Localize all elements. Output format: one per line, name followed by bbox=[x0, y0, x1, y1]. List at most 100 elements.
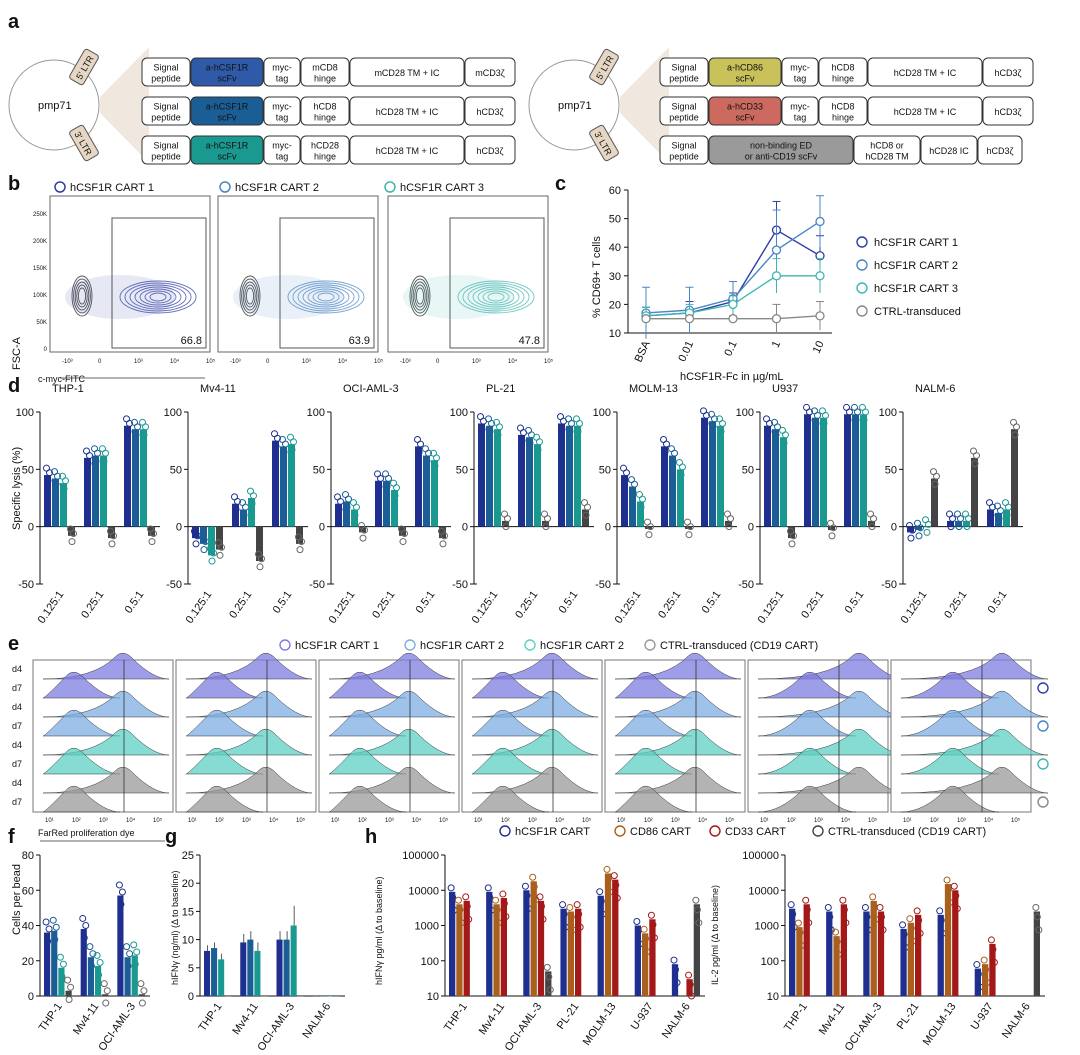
h-right-bar bbox=[803, 904, 810, 996]
right-construct-segment-text-line: myc- bbox=[790, 63, 810, 73]
d-y-tick-label: 50 bbox=[599, 464, 611, 476]
d-replicate-point bbox=[987, 511, 995, 519]
f-replicate-point bbox=[124, 962, 132, 970]
e-histogram-curve bbox=[471, 766, 599, 794]
g-y-tick-label: 25 bbox=[182, 850, 194, 862]
g-y-tick-label: 5 bbox=[188, 963, 194, 975]
d-bar bbox=[915, 526, 922, 531]
c-data-point bbox=[771, 245, 782, 255]
left-construct-segment-text: a-hCSF1R scFv bbox=[206, 141, 249, 162]
e-histogram-curve bbox=[42, 709, 121, 737]
right-construct-segment bbox=[920, 135, 978, 165]
right-construct-segment bbox=[708, 57, 782, 87]
e-x-tick: 10³ bbox=[671, 818, 680, 824]
flow-y-tick: 200K bbox=[33, 239, 47, 245]
left-construct-segment-text-line: scFv bbox=[218, 152, 237, 162]
h-right-y-label: IL-2 pg/ml (Δ to baseline) bbox=[710, 885, 720, 985]
d-replicate-point bbox=[957, 515, 964, 523]
d-bar bbox=[423, 455, 430, 527]
left-construct-segment bbox=[300, 135, 350, 165]
e-histogram-curve bbox=[757, 747, 857, 775]
g-bar bbox=[254, 950, 261, 996]
d-replicate-point bbox=[518, 437, 526, 445]
flow-gate bbox=[449, 217, 545, 349]
f-replicate-point bbox=[64, 976, 72, 984]
right-construct-segment-text-line: Signal bbox=[671, 63, 696, 73]
d-bar bbox=[272, 440, 279, 527]
g-bar bbox=[333, 996, 340, 997]
h-left-replicate-point bbox=[597, 897, 605, 905]
h-left-replicate-point bbox=[484, 884, 492, 892]
left-construct-segment-text-line: Signal bbox=[153, 102, 178, 112]
d-replicate-point bbox=[566, 427, 574, 435]
h-right-replicate-point bbox=[937, 916, 945, 924]
left-construct-segment-text-line: mCD28 TM + IC bbox=[374, 68, 440, 78]
flow-contour bbox=[307, 288, 345, 306]
d-y-tick-label: -50 bbox=[452, 579, 468, 591]
e-histogram-curve bbox=[614, 728, 742, 756]
d-replicate-point bbox=[820, 419, 828, 427]
d-replicate-point bbox=[669, 457, 677, 465]
right-construct-segment-text-line: hCD28 TM + IC bbox=[894, 107, 957, 117]
e-histogram-curve bbox=[42, 652, 170, 680]
h-left-bar bbox=[642, 933, 649, 996]
g-bar bbox=[312, 996, 319, 997]
e-histogram-curve bbox=[900, 785, 1000, 813]
d-replicate-point bbox=[86, 452, 93, 460]
flow-plot-frame bbox=[387, 195, 549, 353]
d-replicate-point bbox=[92, 457, 100, 465]
d-replicate-point bbox=[661, 448, 669, 456]
g-bar bbox=[211, 948, 218, 996]
c-x-tick-label: 1 bbox=[770, 339, 783, 350]
h-right-replicate-point bbox=[973, 961, 981, 969]
d-replicate-point bbox=[931, 480, 939, 488]
right-construct-segment-text-line: scFv bbox=[736, 74, 755, 84]
h-left-replicate-point bbox=[521, 882, 529, 890]
e-x-tick: 10² bbox=[72, 818, 81, 824]
h-left-x-tick-label: OCI-AML-3 bbox=[503, 1001, 545, 1053]
left-construct-segment-text: Signal peptide bbox=[151, 63, 181, 84]
e-x-tick: 10² bbox=[930, 818, 939, 824]
h-legend-label: CD33 CART bbox=[725, 826, 786, 838]
h-right-replicate-point bbox=[863, 913, 871, 921]
h-left-replicate-point bbox=[539, 915, 547, 923]
flow-plot-frame bbox=[217, 195, 379, 353]
flow-legend-marker bbox=[219, 181, 231, 193]
c-data-point bbox=[684, 314, 695, 324]
e-x-tick: 10⁵ bbox=[153, 817, 163, 824]
d-replicate-point bbox=[150, 530, 157, 538]
flow-y-tick: 0 bbox=[44, 347, 48, 353]
e-histogram-curve bbox=[614, 785, 693, 813]
flow-x-tick: 0 bbox=[98, 359, 102, 365]
flow-contour bbox=[124, 282, 192, 312]
flow-x-tick: 10⁴ bbox=[508, 358, 518, 365]
right-construct-segment-text-line: hCD3ζ bbox=[995, 107, 1022, 117]
right-construct-segment bbox=[781, 57, 819, 87]
flow-contour bbox=[472, 286, 520, 308]
d-bar bbox=[1011, 429, 1018, 527]
f-replicate-point bbox=[42, 918, 50, 926]
h-left-bar bbox=[523, 890, 530, 996]
e-histogram-curve bbox=[471, 785, 550, 813]
f-bar bbox=[117, 895, 124, 996]
h-legend-marker bbox=[709, 825, 721, 837]
left-construct-segment bbox=[263, 96, 301, 126]
e-x-tick: 10⁴ bbox=[841, 817, 851, 824]
d-bar bbox=[248, 498, 255, 527]
flow-contour-negative bbox=[71, 275, 93, 317]
h-left-replicate-point bbox=[567, 913, 575, 921]
d-bar bbox=[124, 425, 131, 527]
e-x-tick: 10⁵ bbox=[439, 817, 449, 824]
e-x-tick: 10¹ bbox=[331, 818, 340, 824]
h-right-bar bbox=[796, 927, 803, 996]
c-x-label: hCSF1R-Fc in µg/mL bbox=[680, 371, 784, 383]
h-right-replicate-point bbox=[796, 929, 804, 937]
d-replicate-point bbox=[234, 497, 241, 505]
e-histogram-curve bbox=[185, 747, 264, 775]
c-data-point bbox=[815, 216, 825, 227]
left-construct-segment-text: hCD28 TM + IC bbox=[376, 146, 439, 156]
d-bar bbox=[84, 457, 91, 527]
d-replicate-point bbox=[84, 460, 92, 468]
e-x-label: FarRed proliferation dye bbox=[38, 828, 135, 838]
e-histogram-curve bbox=[42, 728, 170, 756]
